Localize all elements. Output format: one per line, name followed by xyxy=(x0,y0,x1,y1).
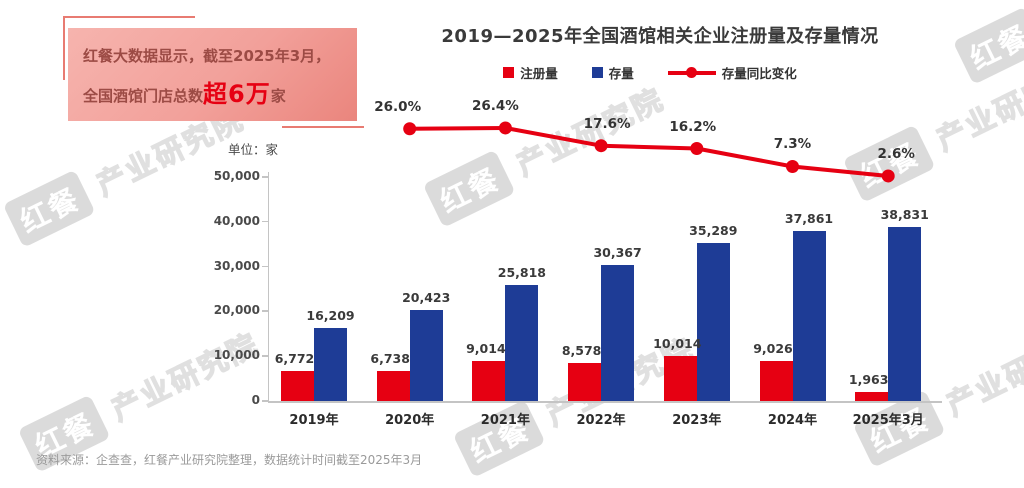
value-label-registrations-2025年3月: 1,963 xyxy=(848,372,889,388)
value-label-stock-2020年: 20,423 xyxy=(402,289,451,305)
legend-item-yoy: 存量同比变化 xyxy=(667,63,797,82)
x-axis-label-2020年: 2020年 xyxy=(385,413,435,428)
value-label-stock-2022年: 30,367 xyxy=(593,244,642,260)
x-axis-label-2023年: 2023年 xyxy=(672,413,722,428)
value-label-stock-2025年3月: 38,831 xyxy=(880,207,929,223)
yoy-line-swatch-icon xyxy=(667,67,716,78)
bar-registrations-2019年 xyxy=(281,370,314,401)
value-label-registrations-2024年: 9,026 xyxy=(753,340,793,356)
yoy-point-2020年 xyxy=(403,122,417,136)
value-label-stock-2023年: 35,289 xyxy=(689,222,738,238)
yoy-label-2024年: 7.3% xyxy=(773,136,812,153)
y-tick-label: 30,000 xyxy=(213,258,260,273)
y-axis-line xyxy=(268,172,269,401)
y-tick-mark xyxy=(262,310,269,312)
y-tick-mark xyxy=(262,176,269,178)
y-tick-label: 40,000 xyxy=(213,213,260,228)
x-axis-label-2024年: 2024年 xyxy=(767,413,818,428)
bar-stock-2023年 xyxy=(696,242,730,401)
yoy-point-2021年 xyxy=(498,121,512,135)
x-axis-label-2022年: 2022年 xyxy=(576,413,626,428)
bar-stock-2020年 xyxy=(409,309,443,401)
yoy-label-2021年: 26.4% xyxy=(471,97,519,114)
bar-stock-2022年 xyxy=(601,264,635,401)
value-label-registrations-2020年: 6,738 xyxy=(370,350,410,366)
bar-stock-2024年 xyxy=(792,231,826,401)
bar-stock-2019年 xyxy=(314,328,347,401)
yoy-point-2023年 xyxy=(690,142,704,156)
bar-registrations-2020年 xyxy=(376,370,410,401)
y-tick-label: 0 xyxy=(251,393,260,407)
value-label-registrations-2023年: 10,014 xyxy=(653,336,702,352)
bar-registrations-2025年3月 xyxy=(855,392,889,401)
bar-registrations-2023年 xyxy=(663,356,697,401)
x-axis-label-2019年: 2019年 xyxy=(289,413,339,428)
bar-registrations-2021年 xyxy=(472,360,506,401)
bar-stock-2025年3月 xyxy=(888,227,922,401)
value-label-registrations-2021年: 9,014 xyxy=(466,340,506,356)
yoy-label-2020年: 26.0% xyxy=(374,98,422,115)
x-axis-label-2025年3月: 2025年3月 xyxy=(852,413,924,428)
y-tick-mark xyxy=(262,220,269,223)
yoy-point-2025年3月 xyxy=(881,169,895,183)
y-tick-mark xyxy=(262,265,269,268)
source-note: 资料来源：企查查，红餐产业研究院整理，数据统计时间截至2025年3月 xyxy=(36,453,423,467)
yoy-point-2022年 xyxy=(594,139,608,153)
value-label-registrations-2019年: 6,772 xyxy=(274,350,315,366)
value-label-stock-2021年: 25,818 xyxy=(497,265,547,281)
bar-registrations-2022年 xyxy=(568,362,602,401)
x-axis-label-2021年: 2021年 xyxy=(480,413,530,428)
yoy-label-2023年: 16.2% xyxy=(669,118,717,135)
chart-title: 2019—2025年全国酒馆相关企业注册量及存量情况 xyxy=(441,26,879,47)
y-tick-label: 20,000 xyxy=(213,303,260,318)
yoy-label-2022年: 17.6% xyxy=(583,115,631,132)
y-tick-label: 50,000 xyxy=(213,169,260,183)
y-tick-label: 10,000 xyxy=(213,348,260,363)
value-label-registrations-2022年: 8,578 xyxy=(561,342,602,358)
yoy-label-2025年3月: 2.6% xyxy=(877,145,915,162)
yoy-point-2024年 xyxy=(786,159,799,173)
y-tick-mark xyxy=(262,400,269,402)
value-label-stock-2019年: 16,209 xyxy=(306,308,355,324)
value-label-stock-2024年: 37,861 xyxy=(784,211,834,227)
legend-label-yoy: 存量同比变化 xyxy=(721,66,797,81)
bar-registrations-2024年 xyxy=(759,360,793,401)
